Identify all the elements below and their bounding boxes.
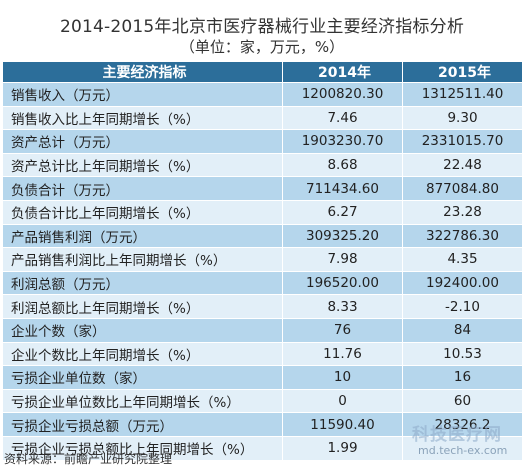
value-2015: 60 bbox=[402, 388, 523, 414]
row-label: 亏损企业单位数比上年同期增长（%） bbox=[2, 388, 283, 414]
row-label: 亏损企业亏损总额比上年同期增长（%） bbox=[2, 435, 283, 461]
value-2014: 711434.60 bbox=[282, 176, 403, 201]
row-label: 企业个数（家） bbox=[2, 317, 283, 343]
row-label: 企业个数比上年同期增长（%） bbox=[2, 341, 283, 367]
table-header-row: 主要经济指标 2014年 2015年 bbox=[2, 61, 523, 83]
column-header-indicator: 主要经济指标 bbox=[2, 61, 283, 83]
value-2015: 10.53 bbox=[402, 341, 523, 367]
value-2014: 8.68 bbox=[282, 152, 403, 178]
table-row: 产品销售利润（万元） 309325.20 322786.30 bbox=[2, 223, 523, 249]
value-2014: 11590.40 bbox=[282, 412, 403, 437]
row-label: 资产总计比上年同期增长（%） bbox=[2, 152, 283, 178]
table-row: 销售收入比上年同期增长（%） 7.46 9.30 bbox=[2, 105, 523, 131]
value-2015: 1312511.40 bbox=[402, 82, 523, 107]
watermark-logo: 科技医疗网 md.tech-ex.com bbox=[412, 420, 520, 462]
table-row: 亏损企业单位数（家） 10 16 bbox=[2, 365, 523, 390]
row-label: 利润总额比上年同期增长（%） bbox=[2, 294, 283, 319]
value-2014: 76 bbox=[282, 317, 403, 343]
value-2014: 7.46 bbox=[282, 105, 403, 131]
value-2015: 192400.00 bbox=[402, 270, 523, 296]
value-2014: 1903230.70 bbox=[282, 129, 403, 154]
value-2014: 309325.20 bbox=[282, 223, 403, 249]
value-2015: 9.30 bbox=[402, 105, 523, 131]
value-2015: 84 bbox=[402, 317, 523, 343]
value-2015: -2.10 bbox=[402, 294, 523, 319]
value-2014: 10 bbox=[282, 365, 403, 390]
table-row: 亏损企业亏损总额比上年同期增长（%） 1.99 bbox=[2, 435, 523, 461]
value-2015: 322786.30 bbox=[402, 223, 523, 249]
table-row: 亏损企业单位数比上年同期增长（%） 0 60 bbox=[2, 388, 523, 414]
value-2015: 4.35 bbox=[402, 247, 523, 272]
table-row: 产品销售利润比上年同期增长（%） 7.98 4.35 bbox=[2, 247, 523, 272]
row-label: 资产总计（万元） bbox=[2, 129, 283, 154]
source-note: 资料来源：前瞻产业研究院整理 bbox=[4, 452, 173, 466]
value-2015: 877084.80 bbox=[402, 176, 523, 201]
watermark-brand: 科技医疗网 bbox=[412, 425, 502, 445]
row-label: 销售收入比上年同期增长（%） bbox=[2, 105, 283, 131]
table-row: 利润总额比上年同期增长（%） 8.33 -2.10 bbox=[2, 294, 523, 319]
table-row: 利润总额（万元） 196520.00 192400.00 bbox=[2, 270, 523, 296]
row-label: 亏损企业单位数（家） bbox=[2, 365, 283, 390]
value-2014: 1200820.30 bbox=[282, 82, 403, 107]
column-header-2015: 2015年 bbox=[402, 61, 523, 83]
column-header-2014: 2014年 bbox=[282, 61, 403, 83]
table-row: 企业个数比上年同期增长（%） 11.76 10.53 bbox=[2, 341, 523, 367]
table-row: 资产总计比上年同期增长（%） 8.68 22.48 bbox=[2, 152, 523, 178]
value-2014: 6.27 bbox=[282, 199, 403, 225]
table-row: 亏损企业亏损总额（万元） 11590.40 28326.2 bbox=[2, 412, 523, 437]
value-2015 bbox=[402, 435, 523, 461]
table-row: 企业个数（家） 76 84 bbox=[2, 317, 523, 343]
value-2014: 8.33 bbox=[282, 294, 403, 319]
row-label: 负债合计（万元） bbox=[2, 176, 283, 201]
value-2014: 7.98 bbox=[282, 247, 403, 272]
chart-subtitle: （单位：家，万元，%） bbox=[179, 38, 345, 56]
watermark-url: md.tech-ex.com bbox=[418, 444, 508, 457]
indicator-table: 主要经济指标 2014年 2015年 销售收入（万元） 1200820.30 131… bbox=[2, 61, 523, 461]
row-label: 产品销售利润比上年同期增长（%） bbox=[2, 247, 283, 272]
row-label: 利润总额（万元） bbox=[2, 270, 283, 296]
value-2014: 1.99 bbox=[282, 435, 403, 461]
chart-title: 2014-2015年北京市医疗器械行业主要经济指标分析 bbox=[59, 17, 465, 37]
value-2014: 0 bbox=[282, 388, 403, 414]
value-2014: 11.76 bbox=[282, 341, 403, 367]
value-2014: 196520.00 bbox=[282, 270, 403, 296]
row-label: 销售收入（万元） bbox=[2, 82, 283, 107]
value-2015: 22.48 bbox=[402, 152, 523, 178]
value-2015: 2331015.70 bbox=[402, 129, 523, 154]
row-label: 负债合计比上年同期增长（%） bbox=[2, 199, 283, 225]
table-row: 销售收入（万元） 1200820.30 1312511.40 bbox=[2, 82, 523, 107]
value-2015: 28326.2 bbox=[402, 412, 523, 437]
row-label: 产品销售利润（万元） bbox=[2, 223, 283, 249]
table-row: 资产总计（万元） 1903230.70 2331015.70 bbox=[2, 129, 523, 154]
table-body: 销售收入（万元） 1200820.30 1312511.40 销售收入比上年同期增长（… bbox=[2, 82, 523, 461]
table-row: 负债合计比上年同期增长（%） 6.27 23.28 bbox=[2, 199, 523, 225]
row-label: 亏损企业亏损总额（万元） bbox=[2, 412, 283, 437]
value-2015: 23.28 bbox=[402, 199, 523, 225]
value-2015: 16 bbox=[402, 365, 523, 390]
table-row: 负债合计（万元） 711434.60 877084.80 bbox=[2, 176, 523, 201]
